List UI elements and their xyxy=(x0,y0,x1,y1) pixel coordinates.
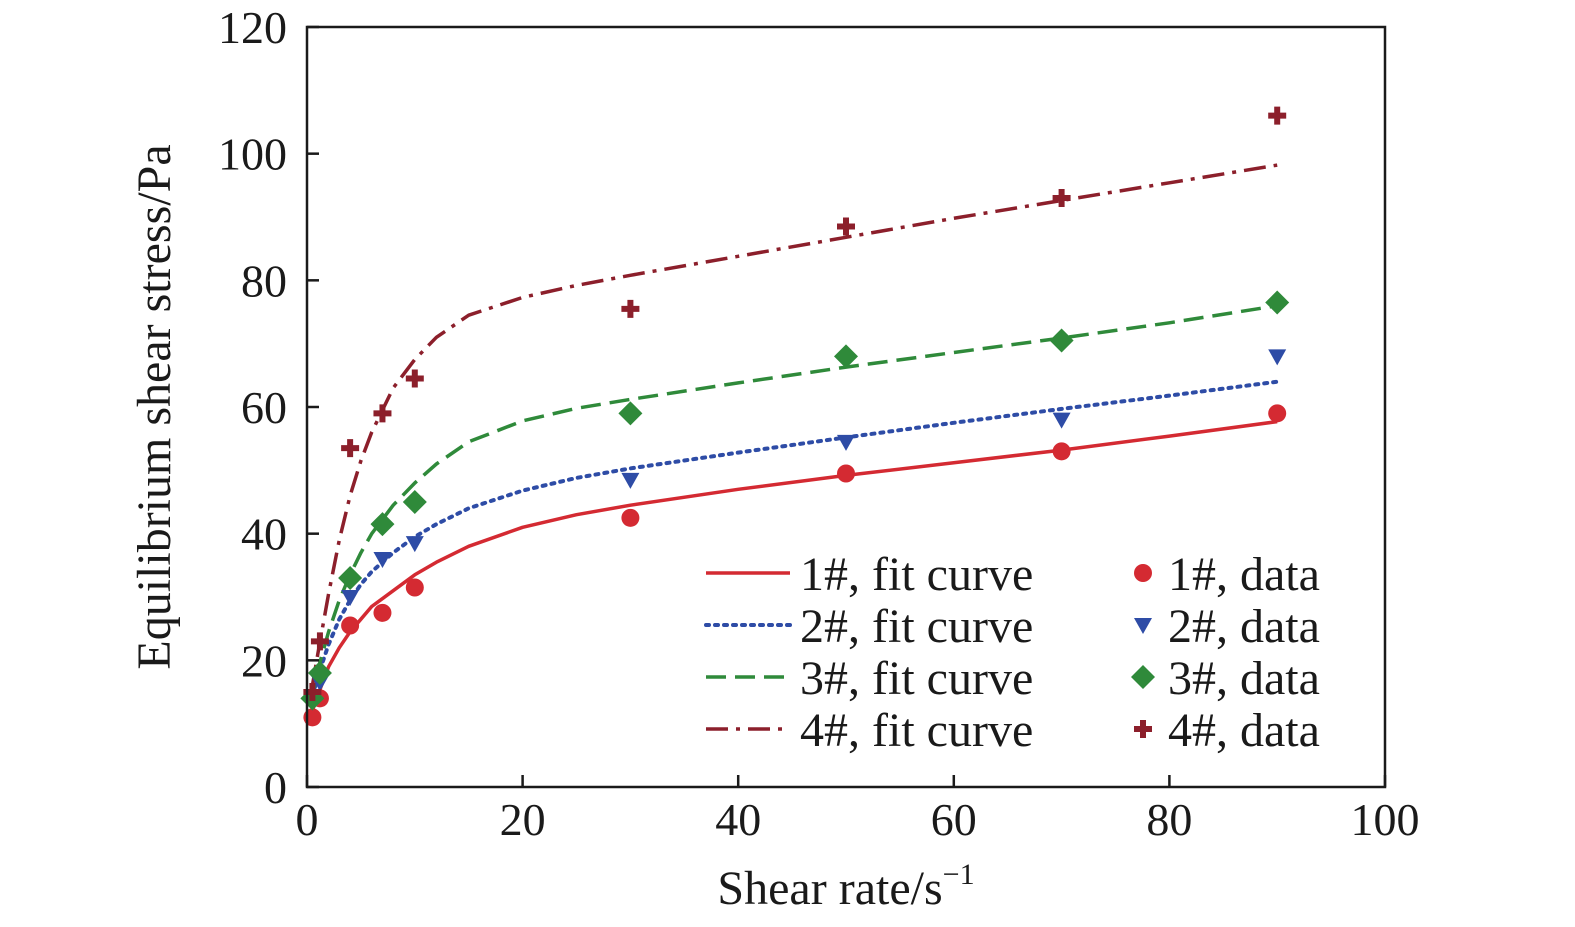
data-point-s4 xyxy=(405,369,424,388)
legend-marker-s4 xyxy=(1134,720,1152,738)
legend-marker-s1 xyxy=(1134,564,1152,582)
legend-data-label: 3#, data xyxy=(1168,652,1320,705)
data-point-s2 xyxy=(621,472,640,489)
data-point-s3 xyxy=(618,401,643,426)
data-point-s4 xyxy=(1052,189,1071,207)
fit-curve-s3 xyxy=(308,303,1278,706)
x-axis-title: Shear rate/s−1 xyxy=(717,858,974,915)
legend-fit-label: 4#, fit curve xyxy=(800,704,1033,757)
data-point-s2 xyxy=(1268,349,1287,366)
fit-curve-s1 xyxy=(308,419,1278,718)
x-tick-label: 60 xyxy=(931,794,977,845)
legend-data-label: 1#, data xyxy=(1168,548,1320,601)
legend-fit-label: 3#, fit curve xyxy=(800,652,1033,705)
y-tick-label: 20 xyxy=(241,635,287,686)
data-point-s1 xyxy=(837,464,855,483)
data-point-s4 xyxy=(1268,106,1287,125)
data-point-s1 xyxy=(341,616,360,635)
data-point-s1 xyxy=(1052,442,1071,461)
data-point-s1 xyxy=(1268,404,1287,423)
data-point-s1 xyxy=(621,508,640,527)
legend-data-label: 2#, data xyxy=(1168,600,1320,653)
legend-marker-s3 xyxy=(1131,665,1155,689)
data-point-s3 xyxy=(1049,328,1074,353)
x-axis-title-superscript: −1 xyxy=(943,858,975,891)
data-markers xyxy=(300,106,1290,727)
data-point-s4 xyxy=(837,217,855,236)
data-point-s2 xyxy=(405,536,424,553)
data-point-s4 xyxy=(621,299,640,318)
data-point-s3 xyxy=(338,566,363,590)
legend-marker-s2 xyxy=(1134,618,1152,634)
data-point-s2 xyxy=(373,552,392,568)
y-tick-label: 100 xyxy=(218,129,287,180)
y-tick-label: 120 xyxy=(218,2,287,53)
y-tick-label: 80 xyxy=(241,255,287,306)
data-point-s2 xyxy=(837,434,855,451)
data-point-s4 xyxy=(373,404,392,423)
x-tick-label: 100 xyxy=(1351,794,1420,845)
data-point-s2 xyxy=(1052,412,1071,429)
legend-fit-label: 2#, fit curve xyxy=(800,600,1033,653)
x-tick-label: 80 xyxy=(1146,794,1192,845)
x-tick-label: 20 xyxy=(500,794,546,845)
fit-curve-s2 xyxy=(308,379,1280,707)
legend-fit-label: 1#, fit curve xyxy=(800,548,1033,601)
data-point-s3 xyxy=(1265,290,1290,315)
data-point-s3 xyxy=(402,490,427,514)
y-tick-label: 60 xyxy=(241,382,287,433)
y-axis-title: Equilibrium shear stress/Pa xyxy=(128,144,181,669)
x-tick-label: 40 xyxy=(715,794,761,845)
data-point-s3 xyxy=(370,512,395,537)
data-point-s2 xyxy=(341,590,360,606)
data-point-s3 xyxy=(834,344,858,369)
y-tick-label: 0 xyxy=(264,762,287,813)
legend: 1#, fit curve 1#, data 2#, fit curve 2#, da… xyxy=(704,548,1320,757)
fit-curve-s4 xyxy=(308,163,1278,699)
data-point-s3 xyxy=(307,661,332,685)
y-tick-label: 40 xyxy=(241,509,287,560)
data-point-s1 xyxy=(405,578,424,597)
legend-data-label: 4#, data xyxy=(1168,704,1320,757)
data-point-s4 xyxy=(310,632,329,651)
fit-curves xyxy=(308,163,1280,718)
data-point-s4 xyxy=(341,439,360,458)
x-tick-label: 0 xyxy=(296,794,319,845)
axis-ticks: 0 20 40 60 80 100 0 20 40 60 80 100 120 xyxy=(218,2,1420,845)
data-point-s1 xyxy=(373,603,392,622)
x-axis-title-main: Shear rate/s xyxy=(717,862,942,915)
